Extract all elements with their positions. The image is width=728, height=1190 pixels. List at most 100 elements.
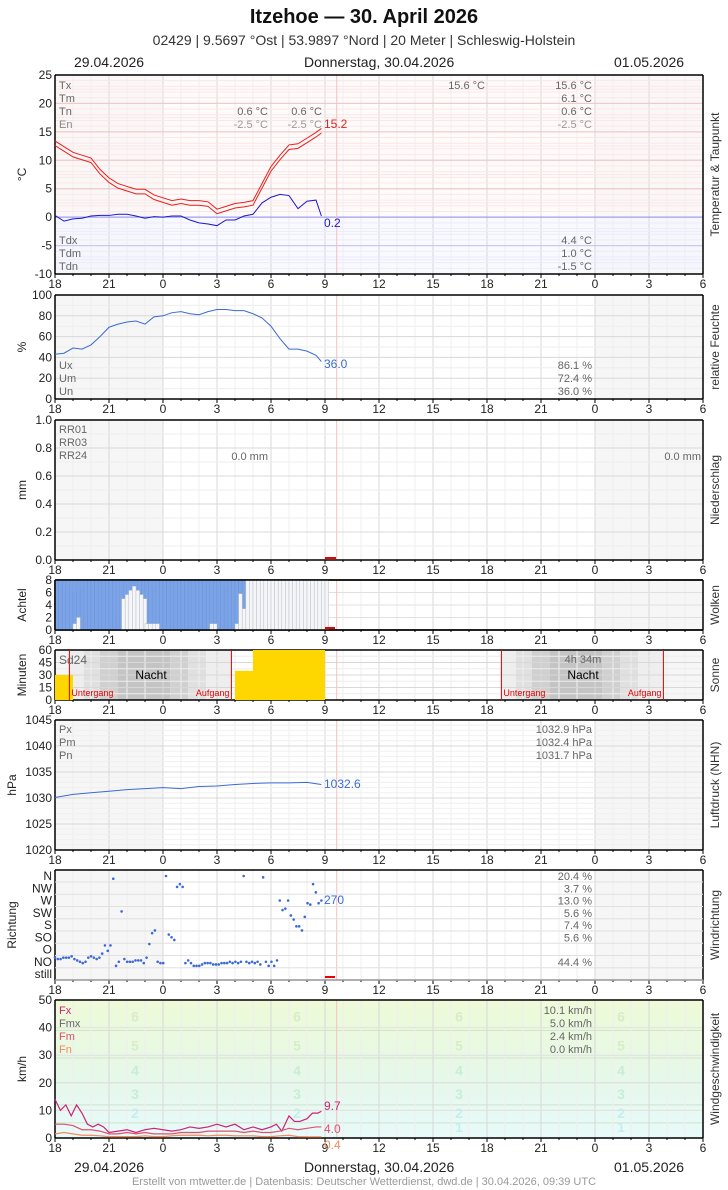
svg-text:18: 18 [480, 1141, 494, 1155]
svg-text:0: 0 [592, 563, 599, 577]
svg-text:5: 5 [617, 1038, 625, 1054]
date-left-bottom: 29.04.2026 [74, 1159, 145, 1175]
svg-text:1035: 1035 [25, 765, 52, 779]
svg-text:0: 0 [160, 983, 167, 997]
svg-text:2: 2 [617, 1105, 625, 1121]
svg-text:0: 0 [160, 277, 167, 291]
svg-text:6: 6 [455, 1009, 463, 1025]
svg-text:4: 4 [131, 1062, 139, 1078]
svg-text:21: 21 [534, 563, 548, 577]
svg-text:Tdm: Tdm [59, 248, 81, 260]
svg-text:0.0: 0.0 [35, 553, 52, 567]
date-center: Donnerstag, 30.04.2026 [304, 54, 455, 70]
svg-text:-10: -10 [35, 267, 53, 281]
date-right: 01.05.2026 [614, 54, 685, 70]
svg-text:Fn: Fn [59, 1044, 72, 1056]
svg-text:18: 18 [480, 633, 494, 647]
svg-text:0: 0 [592, 983, 599, 997]
svg-text:10: 10 [39, 153, 53, 167]
pressure-chart: 18 21 0 3 6 9 12 15 18 21 0 3 6 1045 1040 1035 1030 1025 1… [5, 713, 722, 867]
svg-text:15: 15 [426, 853, 440, 867]
svg-text:Tm: Tm [59, 93, 75, 105]
svg-text:2: 2 [45, 611, 52, 625]
svg-text:10.1 km/h: 10.1 km/h [544, 1005, 592, 1017]
svg-text:6: 6 [268, 853, 275, 867]
svg-text:0.6 °C: 0.6 °C [561, 106, 592, 118]
svg-text:15.6 °C: 15.6 °C [448, 80, 485, 92]
svg-text:NO: NO [34, 955, 52, 969]
svg-text:21: 21 [102, 563, 116, 577]
svg-text:-2.5 °C: -2.5 °C [234, 119, 268, 131]
svg-text:12: 12 [372, 853, 386, 867]
svg-text:5.6 %: 5.6 % [564, 908, 592, 920]
svg-text:Fx: Fx [59, 1005, 72, 1017]
svg-text:12: 12 [372, 563, 386, 577]
date-center-bottom: Donnerstag, 30.04.2026 [304, 1159, 455, 1175]
svg-text:6: 6 [700, 853, 707, 867]
svg-text:3: 3 [293, 1086, 301, 1102]
svg-text:0.0 mm: 0.0 mm [231, 451, 268, 463]
svg-text:40: 40 [39, 350, 53, 364]
svg-text:25: 25 [39, 68, 53, 82]
svg-text:1032.4 hPa: 1032.4 hPa [536, 737, 593, 749]
svg-text:0: 0 [45, 693, 52, 707]
svg-text:Windrichtung: Windrichtung [708, 890, 722, 960]
svg-text:6: 6 [700, 402, 707, 416]
svg-text:12: 12 [372, 402, 386, 416]
svg-text:1.0: 1.0 [35, 413, 52, 427]
svg-text:N: N [43, 869, 52, 883]
svg-text:5.0 km/h: 5.0 km/h [550, 1018, 592, 1030]
svg-text:6: 6 [268, 563, 275, 577]
svg-text:20.4 %: 20.4 % [558, 871, 592, 883]
svg-text:9: 9 [322, 1141, 329, 1155]
svg-text:270: 270 [324, 893, 344, 907]
svg-text:0: 0 [160, 1141, 167, 1155]
svg-text:0: 0 [592, 633, 599, 647]
svg-text:21: 21 [102, 983, 116, 997]
svg-text:9: 9 [322, 703, 329, 717]
svg-text:0: 0 [45, 210, 52, 224]
svg-text:18: 18 [48, 277, 62, 291]
svg-text:18: 18 [480, 703, 494, 717]
svg-text:Tn: Tn [59, 106, 72, 118]
svg-text:60: 60 [39, 643, 53, 657]
svg-text:RR24: RR24 [59, 450, 87, 462]
svg-text:2.4 km/h: 2.4 km/h [550, 1031, 592, 1043]
svg-text:9.7: 9.7 [324, 1099, 341, 1113]
svg-text:0.0 km/h: 0.0 km/h [550, 1044, 592, 1056]
svg-text:6: 6 [700, 1141, 707, 1155]
svg-text:SW: SW [33, 906, 53, 920]
svg-text:0.0 mm: 0.0 mm [664, 451, 701, 463]
svg-text:Px: Px [59, 724, 72, 736]
svg-text:6: 6 [45, 586, 52, 600]
svg-text:Minuten: Minuten [15, 654, 29, 697]
svg-text:-1.5 °C: -1.5 °C [558, 261, 592, 273]
svg-text:Um: Um [59, 373, 76, 385]
precipitation-chart: 18 21 0 3 6 9 12 15 18 21 0 3 6 1.0 0.8 0.6 0.4 0.2 0.0 mm N… [15, 413, 722, 577]
svg-text:-5: -5 [41, 239, 52, 253]
svg-text:18: 18 [480, 402, 494, 416]
svg-text:1032.6: 1032.6 [324, 777, 361, 791]
svg-text:0: 0 [160, 633, 167, 647]
svg-text:1030: 1030 [25, 791, 52, 805]
svg-text:2: 2 [131, 1105, 139, 1121]
svg-text:21: 21 [534, 277, 548, 291]
svg-text:0: 0 [592, 277, 599, 291]
svg-text:3.7 %: 3.7 % [564, 883, 592, 895]
svg-text:6: 6 [293, 1009, 301, 1025]
humidity-chart: 18 21 0 3 6 9 12 15 18 21 0 3 6 100 80 60 40 20 0% relative… [15, 288, 722, 416]
svg-text:9: 9 [322, 402, 329, 416]
svg-text:4.0: 4.0 [324, 1122, 341, 1136]
svg-text:9: 9 [322, 983, 329, 997]
svg-text:15: 15 [426, 563, 440, 577]
svg-text:6: 6 [700, 277, 707, 291]
svg-text:0: 0 [45, 623, 52, 637]
svg-text:3: 3 [131, 1086, 139, 1102]
svg-text:1025: 1025 [25, 817, 52, 831]
svg-text:3: 3 [214, 277, 221, 291]
svg-text:3: 3 [214, 633, 221, 647]
svg-text:21: 21 [534, 402, 548, 416]
svg-text:4: 4 [455, 1062, 463, 1078]
svg-text:5: 5 [45, 182, 52, 196]
